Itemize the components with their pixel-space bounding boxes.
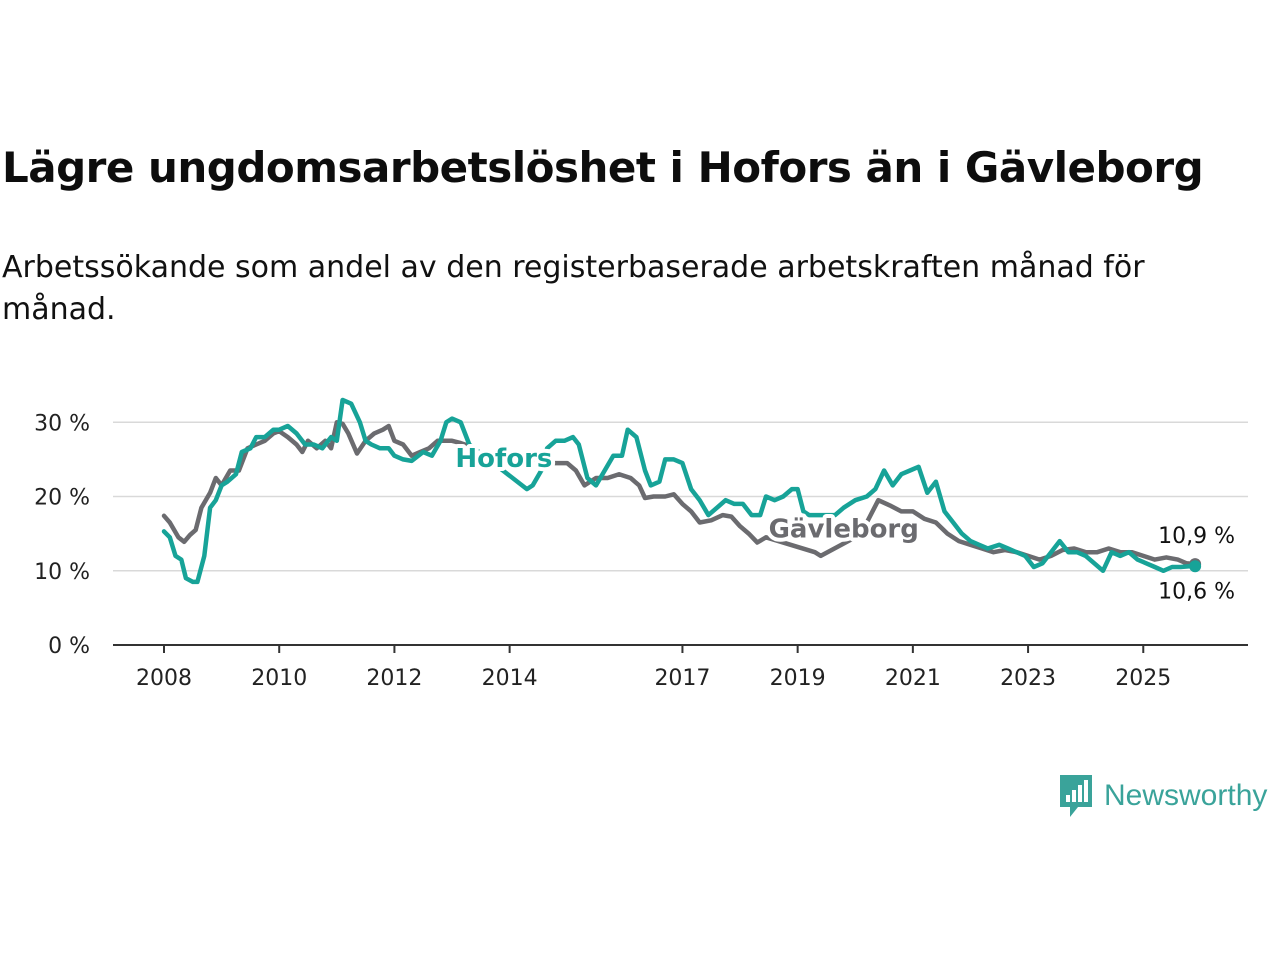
brand-logo: Newsworthy: [1058, 773, 1267, 819]
y-tick-label: 10 %: [34, 560, 90, 585]
x-tick-label: 2012: [366, 666, 422, 691]
end-value-label: 10,9 %: [1158, 524, 1235, 549]
line-chart: 0 % 10 % 20 % 30 % 2008 2010 2012 2014 2017 2019 2…: [34, 397, 1248, 691]
newsworthy-logo-icon: [1060, 775, 1092, 817]
brand-name: Newsworthy: [1104, 779, 1268, 812]
x-tick-label: 2019: [770, 666, 826, 691]
series-line-gvleborg: [161, 420, 1198, 567]
chart-subtitle: Arbetssökande som andel av den registerb…: [2, 250, 1145, 327]
label-layer: Hofors Gävleborg 10,9 % 10,6 %: [451, 440, 1238, 607]
end-value-label: 10,6 %: [1158, 579, 1235, 604]
y-tick-label: 30 %: [34, 411, 90, 436]
x-tick-label: 2025: [1115, 666, 1171, 691]
y-tick-label: 20 %: [34, 486, 90, 511]
series-line-hofors: [161, 397, 1198, 585]
series-end-point: [1189, 560, 1202, 573]
y-tick-label: 0 %: [48, 634, 90, 659]
x-tick-label: 2021: [885, 666, 941, 691]
series-label-hofors: Hofors: [455, 444, 552, 474]
series-layer: [161, 397, 1202, 585]
series-label-gvleborg: Gävleborg: [769, 514, 919, 544]
x-tick-label: 2017: [654, 666, 710, 691]
chart-title: Lägre ungdomsarbetslöshet i Hofors än i …: [2, 143, 1204, 192]
x-tick-label: 2023: [1000, 666, 1056, 691]
x-tick-label: 2010: [251, 666, 307, 691]
x-tick-label: 2008: [136, 666, 192, 691]
x-tick-label: 2014: [482, 666, 538, 691]
grid-layer: 0 % 10 % 20 % 30 % 2008 2010 2012 2014 2017 2019 2…: [34, 411, 1248, 691]
